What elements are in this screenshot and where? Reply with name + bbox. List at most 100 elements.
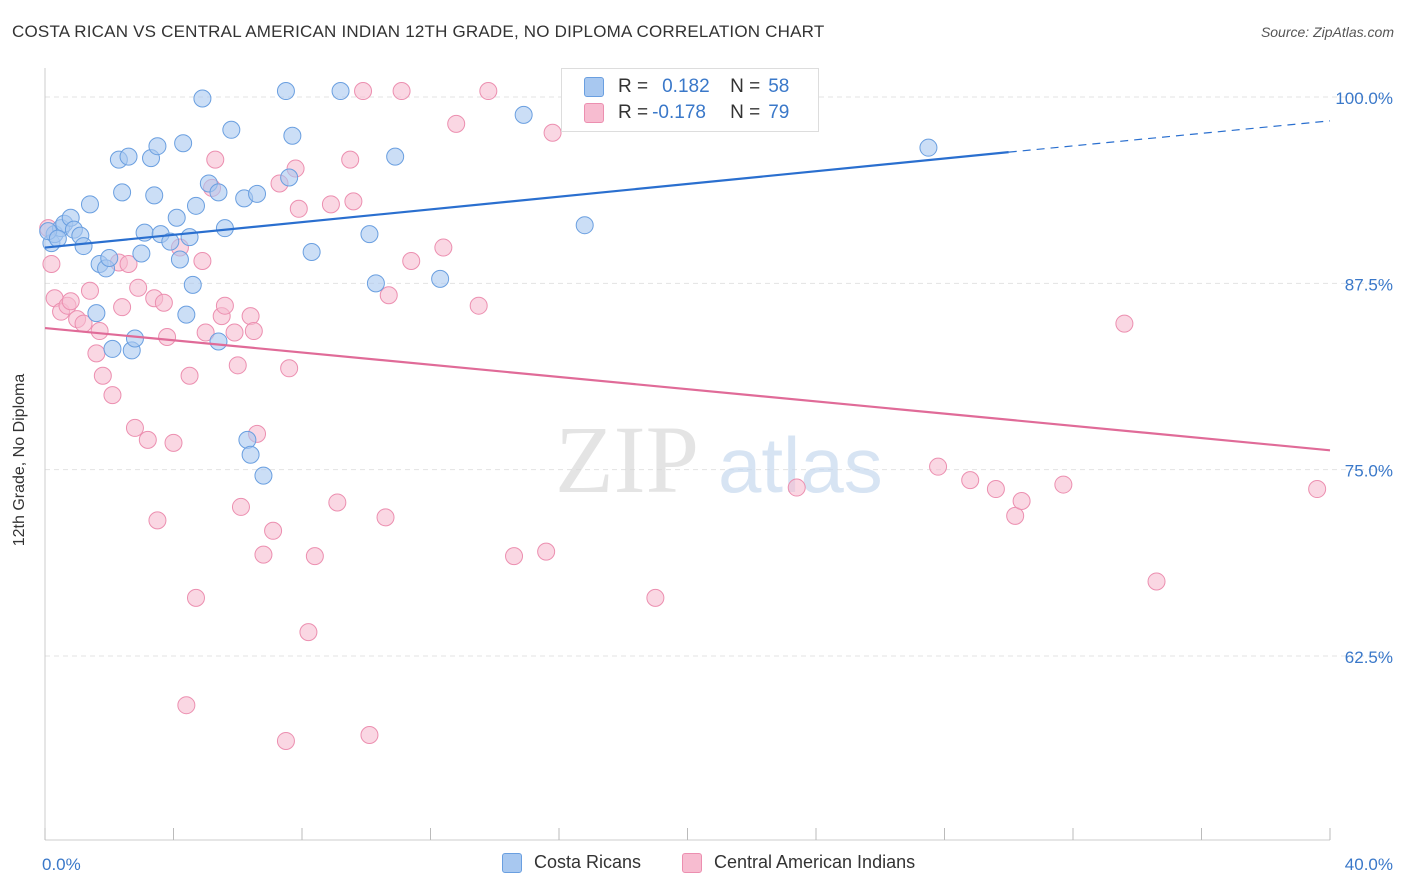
costa-ricans-point xyxy=(80,195,99,214)
x-tick-label: 40.0% xyxy=(1345,855,1393,874)
source-label: Source: ZipAtlas.com xyxy=(1260,24,1394,40)
stats-legend: R = 0.182 N = 58 R = -0.178 N = 79 xyxy=(561,68,819,132)
central-american-indians-point xyxy=(392,82,411,101)
costa-ricans-point xyxy=(209,332,228,351)
central-american-indians-point xyxy=(505,547,524,566)
central-american-indians-point xyxy=(215,296,234,315)
costa-ricans-trend-line xyxy=(44,151,1009,249)
central-american-indians-point xyxy=(80,281,99,300)
legend-n-value: 79 xyxy=(768,102,790,123)
costa-ricans-point xyxy=(366,274,385,293)
central-american-indians-point xyxy=(280,359,299,378)
costa-ricans-point xyxy=(177,305,196,324)
central-american-indians-point xyxy=(225,323,244,342)
central-american-indians-point xyxy=(289,199,308,218)
legend-swatch-blue xyxy=(584,77,604,97)
central-american-indians-point xyxy=(321,195,340,214)
legend-swatch-pink xyxy=(584,103,604,123)
costa-ricans-point xyxy=(119,147,138,166)
central-american-indians-point xyxy=(328,493,347,512)
legend-row-central-american-indians: R = -0.178 N = 79 xyxy=(584,101,789,125)
central-american-indians-point xyxy=(93,366,112,385)
central-american-indians-point xyxy=(305,547,324,566)
watermark: ZIP atlas xyxy=(555,406,883,513)
costa-ricans-point xyxy=(276,82,295,101)
axes xyxy=(44,68,1331,841)
costa-ricans-point xyxy=(254,466,273,485)
central-american-indians-point xyxy=(341,150,360,169)
central-american-indians-point xyxy=(1012,491,1031,510)
trend-lines xyxy=(44,120,1331,452)
central-american-indians-point xyxy=(193,251,212,270)
central-american-indians-point xyxy=(537,542,556,561)
costa-ricans-point xyxy=(148,137,167,156)
central-american-indians-point xyxy=(379,286,398,305)
series-legend-swatch-blue xyxy=(502,852,522,873)
watermark-atlas: atlas xyxy=(718,421,883,509)
central-american-indians-point xyxy=(299,623,318,642)
costa-ricans-point xyxy=(283,126,302,145)
costa-ricans-trend-extension xyxy=(1008,120,1331,153)
costa-ricans-point xyxy=(180,228,199,247)
central-american-indians-point xyxy=(354,82,373,101)
legend-n-value: 58 xyxy=(768,76,790,97)
central-american-indians-point xyxy=(469,296,488,315)
legend-r-value: 0.182 xyxy=(662,76,710,97)
central-american-indians-point xyxy=(113,298,132,317)
central-american-indians-point xyxy=(129,278,148,297)
central-american-indians-point xyxy=(90,322,109,341)
costa-ricans-point xyxy=(74,237,93,256)
legend-r-label: R = xyxy=(618,76,649,97)
central-american-indians-points xyxy=(39,82,1327,750)
central-american-indians-point xyxy=(196,323,215,342)
costa-ricans-point xyxy=(48,229,67,248)
central-american-indians-point xyxy=(177,696,196,715)
y-tick-label: 87.5% xyxy=(1345,275,1393,294)
central-american-indians-point xyxy=(1308,480,1327,499)
costa-ricans-point xyxy=(238,430,257,449)
central-american-indians-point xyxy=(158,327,177,346)
costa-ricans-point xyxy=(514,105,533,124)
central-american-indians-point xyxy=(360,726,379,745)
chart-title: COSTA RICAN VS CENTRAL AMERICAN INDIAN 1… xyxy=(12,22,825,41)
costa-ricans-point xyxy=(222,120,241,139)
costa-ricans-point xyxy=(100,248,119,267)
y-axis-label: 12th Grade, No Diploma xyxy=(11,373,28,547)
costa-ricans-point xyxy=(103,339,122,358)
central-american-indians-point xyxy=(206,150,225,169)
costa-ricans-point xyxy=(193,89,212,108)
costa-ricans-point xyxy=(161,232,180,251)
costa-ricans-point xyxy=(209,183,228,202)
central-american-indians-point xyxy=(434,238,453,257)
costa-ricans-point xyxy=(87,304,106,323)
costa-ricans-point xyxy=(167,208,186,227)
central-american-indians-point xyxy=(154,293,173,312)
central-american-indians-point xyxy=(1115,314,1134,333)
series-legend-label: Costa Ricans xyxy=(534,852,642,872)
legend-n-label: N = xyxy=(730,102,761,123)
legend-r-label: R = xyxy=(618,102,649,123)
central-american-indians-point xyxy=(402,251,421,270)
central-american-indians-point xyxy=(186,588,205,607)
central-american-indians-point xyxy=(231,497,250,516)
central-american-indians-point xyxy=(138,430,157,449)
central-american-indians-point xyxy=(787,478,806,497)
costa-ricans-point xyxy=(183,275,202,294)
central-american-indians-point xyxy=(1147,572,1166,591)
series-legend-swatch-pink xyxy=(682,852,702,873)
central-american-indians-point xyxy=(180,366,199,385)
series-legend: Costa Ricans Central American Indians xyxy=(0,852,1406,876)
y-tick-label: 75.0% xyxy=(1345,462,1393,481)
central-american-indians-point xyxy=(228,356,247,375)
central-american-indians-point xyxy=(1006,506,1025,525)
central-american-indians-point xyxy=(929,457,948,476)
costa-ricans-point xyxy=(302,243,321,262)
y-tick-label: 62.5% xyxy=(1345,648,1393,667)
central-american-indians-point xyxy=(119,254,138,273)
series-legend-label: Central American Indians xyxy=(714,852,916,872)
legend-r-value: -0.178 xyxy=(652,102,706,123)
costa-ricans-point xyxy=(919,138,938,157)
central-american-indians-point xyxy=(244,322,263,341)
costa-ricans-point xyxy=(248,184,267,203)
